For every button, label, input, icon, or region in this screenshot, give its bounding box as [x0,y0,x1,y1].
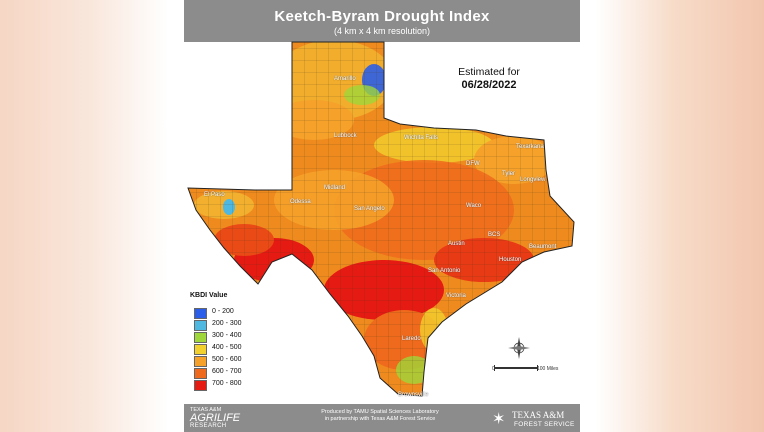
city-label: Odessa [290,199,311,205]
credits-line2: in partnership with Texas A&M Forest Ser… [324,416,436,422]
city-label: Texarkana [516,144,544,150]
tamu-line1: TEXAS A&M [512,410,565,420]
legend-label: 400 - 500 [212,344,242,351]
scale-bar [494,365,538,371]
legend-swatch [194,380,207,391]
compass-icon [508,337,530,359]
city-label: El Paso [204,192,225,198]
city-label: Beaumont [529,244,557,250]
city-label: Longview [520,177,546,183]
agrilife-line3: RESEARCH [190,423,227,429]
legend-label: 500 - 600 [212,356,242,363]
legend-swatch [194,332,207,343]
legend-swatch [194,308,207,319]
title-bar: Keetch-Byram Drought Index (4 km x 4 km … [184,0,580,42]
city-label: Laredo [402,336,421,342]
agrilife-line2: AGRILIFE [190,412,241,424]
city-label: Brownsville [398,392,429,398]
agrilife-logo: TEXAS A&M AGRILIFE RESEARCH [190,407,250,429]
city-label: Tyler [502,171,516,177]
map-panel: Keetch-Byram Drought Index (4 km x 4 km … [184,0,580,432]
legend-swatch [194,320,207,331]
city-label: Wichita Falls [404,135,439,141]
agrilife-line1: TEXAS A&M [190,407,222,413]
legend-swatch [194,368,207,379]
city-label: Houston [499,257,522,263]
city-label: DFW [466,161,480,167]
legend-label: 300 - 400 [212,332,242,339]
city-label: San Angelo [354,206,385,212]
scale-zero-label: 0 [492,366,495,372]
city-label: Midland [324,185,346,191]
city-label: Waco [466,203,482,209]
footer-bar: TEXAS A&M AGRILIFE RESEARCH Produced by … [184,404,580,432]
legend-label: 600 - 700 [212,368,242,375]
map-subtitle: (4 km x 4 km resolution) [333,26,431,36]
star-icon: ✶ [492,411,506,428]
legend-swatch [194,344,207,355]
legend-label: 700 - 800 [212,380,242,387]
legend-label: 0 - 200 [212,308,234,315]
legend-title: KBDI Value [190,292,228,299]
city-label: San Antonio [428,268,461,274]
state-outline [187,41,575,397]
legend-label: 200 - 300 [212,320,242,327]
tamu-line2: FOREST SERVICE [514,421,575,428]
legend-swatch [194,356,207,367]
city-label: Victoria [446,293,466,299]
estimate-date: 06/28/2022 [461,79,517,91]
city-label: BCS [488,232,501,238]
scale-max-label: 100 Miles [537,366,559,372]
city-label: Austin [448,241,465,247]
texas-kbdi-map [187,41,575,397]
city-label: Amarillo [334,76,356,82]
credits: Produced by TAMU Spatial Sciences Labora… [280,409,480,423]
estimate-label: Estimated for [458,66,520,78]
city-label: Lubbock [334,133,357,139]
credits-line1: Produced by TAMU Spatial Sciences Labora… [321,409,439,415]
map-title: Keetch-Byram Drought Index [274,8,490,25]
